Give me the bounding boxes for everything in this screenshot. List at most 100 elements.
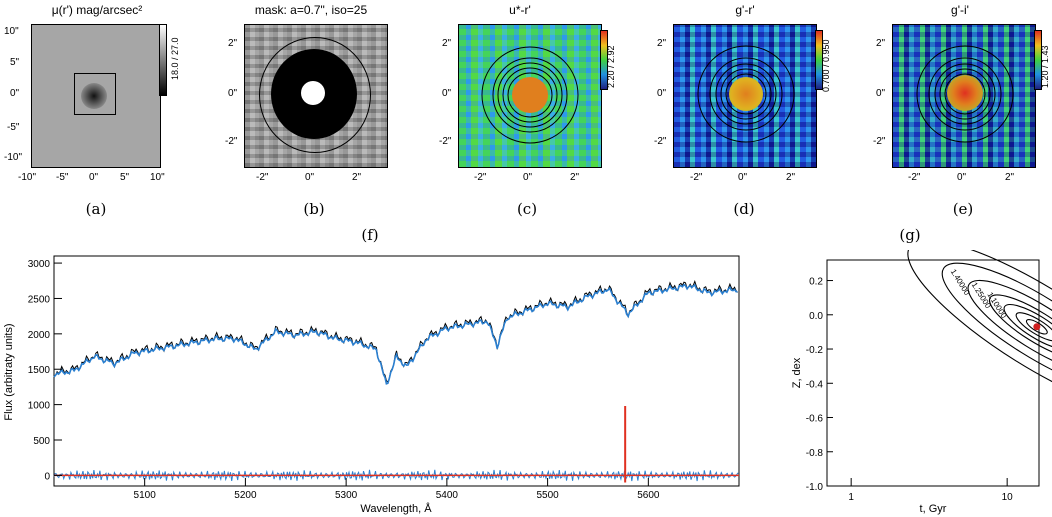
contour-ytick-label: -0.4: [806, 379, 824, 390]
panel-c-xtick: 0": [523, 172, 533, 183]
spectrum-ytick-label: 2000: [28, 330, 51, 341]
spectrum-plot-frame: [53, 255, 740, 487]
spectrum-xtick-label: 5100: [134, 490, 157, 501]
contour-ytick-label: 0.2: [809, 277, 823, 288]
panel-a-xtick: -5": [56, 172, 69, 183]
panel-d-ytick: -2": [654, 136, 667, 147]
panel-e-title: g'-i': [951, 3, 969, 17]
panel-e-cbar-label: 1.20 / 1.43: [1040, 45, 1050, 88]
panel-a-ytick: -10": [4, 152, 23, 163]
contour-plot-frame: [826, 259, 1040, 487]
panel-b-ytick: 2": [228, 38, 238, 49]
panel-c-ytick: 0": [442, 88, 452, 99]
panel-d-core: [729, 77, 763, 111]
panel-d-ytick: 0": [657, 88, 667, 99]
panel-d-xtick: 2": [786, 172, 796, 183]
contour-line: [1003, 304, 1052, 350]
spectrum-ytick-label: 1500: [28, 365, 51, 376]
contour-line: [967, 279, 1052, 374]
panel-e-ytick: 0": [876, 88, 886, 99]
panel-b-isophote: [259, 37, 371, 153]
contour-ytick-label: -0.6: [806, 414, 824, 425]
spectrum-xlabel: Wavelength, Å: [360, 502, 432, 515]
panel-e-core: [947, 75, 983, 111]
panel-c-cbar-label: 2.20 / 2.92: [606, 45, 616, 88]
caption-a: (a): [85, 200, 107, 218]
panel-e-colorbar: [1034, 30, 1042, 90]
panel-e-xtick: 2": [1005, 172, 1015, 183]
best-fit-marker: [1033, 323, 1041, 331]
panel-a-xtick: 0": [89, 172, 99, 183]
panel-e-contours: [916, 45, 1014, 143]
panel-b-image: [244, 24, 388, 168]
spectrum-xtick-label: 5400: [436, 490, 459, 501]
panel-d-title: g'-r': [735, 3, 755, 17]
spectrum-ytick-label: 1000: [28, 401, 51, 412]
spectrum-ytick-label: 3000: [28, 259, 51, 270]
panel-c-title: u*-r': [509, 3, 531, 17]
panel-c-xtick: -2": [474, 172, 487, 183]
panel-c-image: [458, 24, 602, 168]
caption-g: (g): [899, 226, 921, 244]
panel-b-xtick: 0": [305, 172, 315, 183]
caption-f: (f): [361, 226, 379, 244]
caption-b: (b): [303, 200, 325, 218]
panel-b-ytick: 0": [228, 88, 238, 99]
panel-a-colorbar: [159, 24, 167, 96]
panel-a-cbar-label: 18.0 / 27.0: [170, 37, 180, 80]
panel-d-cbar-label: 0.700 / 0.950: [821, 39, 831, 92]
panel-a-ytick: 10": [4, 26, 19, 37]
spectrum-ytick-label: 2500: [28, 294, 51, 305]
contour-line: [988, 294, 1052, 360]
contour-ylabel: Z, dex: [791, 357, 803, 388]
panel-c-xtick: 2": [570, 172, 580, 183]
contour-line: [907, 250, 1052, 414]
panel-c-ytick: -2": [439, 136, 452, 147]
panel-a-title: μ(r') mag/arcsec²: [51, 3, 143, 17]
panel-c-contours: [481, 46, 579, 144]
spectrum-xtick-label: 5200: [234, 490, 257, 501]
contour-line: [1015, 312, 1052, 342]
caption-d: (d): [733, 200, 755, 218]
contour-xtick-label: 10: [1002, 492, 1014, 503]
panel-d-xtick: -2": [690, 172, 703, 183]
panel-d-xtick: 0": [738, 172, 748, 183]
caption-c: (c): [516, 200, 538, 218]
spectrum-ytick-label: 0: [44, 471, 50, 482]
panel-c-colorbar: [600, 30, 608, 90]
observed-spectrum-line: [53, 280, 738, 384]
panel-a-core: [81, 83, 107, 109]
panel-e-image: [892, 24, 1036, 168]
panel-e-ytick: 2": [876, 38, 886, 49]
panel-a-zoom-box: [74, 73, 116, 115]
panel-b-xtick: 2": [352, 172, 362, 183]
panel-a-xtick: 5": [120, 172, 130, 183]
panel-b-title: mask: a=0.7", iso=25: [254, 3, 368, 17]
panel-d-ytick: 2": [657, 38, 667, 49]
spectrum-ylabel: Flux (arbitraty units): [3, 323, 15, 420]
spectrum-chart: 5100 5200 5300 5400 5500 5600 0 500 1000 1500 2000…: [3, 255, 740, 515]
contour-line: [941, 262, 1052, 391]
spectrum-xtick-label: 5600: [637, 490, 660, 501]
panel-c-core: [512, 77, 548, 113]
panel-a-xtick: -10": [18, 172, 37, 183]
caption-e: (e): [952, 200, 974, 218]
panel-c-ytick: 2": [442, 38, 452, 49]
panel-e-xtick: 0": [957, 172, 967, 183]
spectrum-xtick-label: 5300: [335, 490, 358, 501]
spectrum-ytick-label: 500: [33, 436, 50, 447]
model-spectrum-line: [53, 283, 738, 385]
contour-ytick-label: -0.2: [806, 345, 824, 356]
spectrum-xtick-label: 5500: [536, 490, 559, 501]
panel-e-ytick: -2": [873, 136, 886, 147]
contour-xlabel: t, Gyr: [920, 503, 947, 515]
panel-a-image: [31, 24, 161, 168]
panel-a-ytick: -5": [7, 122, 20, 133]
panel-d-colorbar: [815, 30, 823, 90]
contour-xtick-label: 1: [848, 492, 854, 503]
contour-ytick-label: 0.0: [809, 311, 823, 322]
panel-b-ytick: -2": [225, 136, 238, 147]
contour-ytick-label: -1.0: [806, 482, 824, 493]
contour-ytick-label: -0.8: [806, 448, 824, 459]
